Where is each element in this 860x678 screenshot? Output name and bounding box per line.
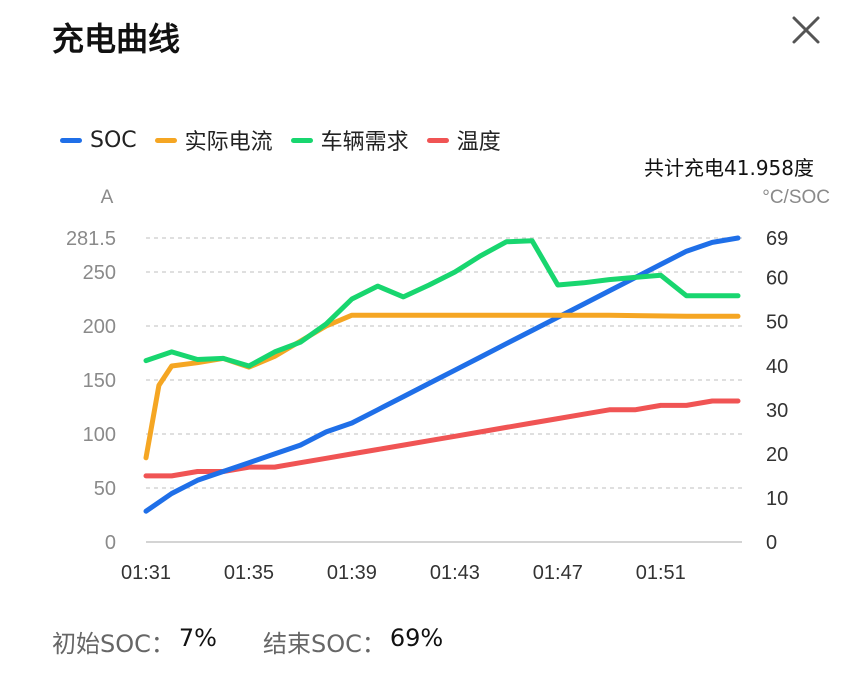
legend-swatch-temperature xyxy=(426,137,449,143)
legend-item-current[interactable]: 实际电流 xyxy=(154,124,273,156)
x-tick-label: 01:39 xyxy=(327,562,377,584)
legend-label-soc: SOC xyxy=(90,127,137,153)
legend-item-temperature[interactable]: 温度 xyxy=(426,124,501,156)
x-tick-label: 01:35 xyxy=(224,562,274,584)
right-tick-label: 0 xyxy=(766,532,777,554)
left-tick-label: 50 xyxy=(94,478,116,500)
series-line-temperature xyxy=(143,398,741,479)
legend-label-temperature: 温度 xyxy=(456,130,501,155)
series-line-demand xyxy=(143,238,741,369)
right-tick-label: 10 xyxy=(766,488,788,510)
right-tick-label: 30 xyxy=(766,400,788,422)
total-energy: 共计充电41.958度 xyxy=(644,156,814,180)
left-tick-label: 281.5 xyxy=(66,228,116,250)
page-title: 充电曲线 xyxy=(52,20,181,58)
left-tick-label: 200 xyxy=(83,316,116,338)
right-tick-label: 60 xyxy=(766,268,788,290)
close-icon[interactable] xyxy=(788,12,824,48)
left-tick-label: 250 xyxy=(83,262,116,284)
x-tick-label: 01:51 xyxy=(636,562,686,584)
legend-item-soc[interactable]: SOC xyxy=(60,128,137,153)
end-soc-label: 结束SOC： xyxy=(262,630,386,658)
charge-curve-chart: A °C/SOC 0 50 100 150 200 250 281.5 0 10 20 30 40 50 60… xyxy=(0,175,860,595)
chart-legend: SOC 实际电流 车辆需求 温度 xyxy=(60,124,519,156)
left-axis-unit: A xyxy=(101,187,114,208)
start-soc-value: 7% xyxy=(178,624,217,652)
right-tick-label: 40 xyxy=(766,356,788,378)
end-soc-value: 69% xyxy=(389,624,444,652)
legend-swatch-demand xyxy=(290,137,313,143)
x-tick-label: 01:31 xyxy=(121,562,171,584)
left-tick-label: 100 xyxy=(83,424,116,446)
left-tick-label: 150 xyxy=(83,370,116,392)
legend-label-current: 实际电流 xyxy=(184,130,273,155)
right-tick-label: 20 xyxy=(766,444,788,466)
left-tick-label: 0 xyxy=(105,532,116,554)
soc-summary: 初始SOC： 7% 结束SOC： 69% xyxy=(52,624,443,659)
chart-svg: A °C/SOC 0 50 100 150 200 250 281.5 0 10 20 30 40 50 60… xyxy=(66,187,830,584)
legend-label-demand: 车辆需求 xyxy=(320,130,409,155)
right-tick-label: 50 xyxy=(766,312,788,334)
x-tick-label: 01:47 xyxy=(533,562,583,584)
right-axis-unit: °C/SOC xyxy=(762,187,830,208)
start-soc-label: 初始SOC： xyxy=(52,630,175,658)
x-tick-label: 01:43 xyxy=(430,562,480,584)
legend-swatch-current xyxy=(154,137,177,143)
legend-item-demand[interactable]: 车辆需求 xyxy=(290,124,409,156)
legend-swatch-soc xyxy=(60,137,82,143)
right-tick-label: 69 xyxy=(766,228,788,250)
